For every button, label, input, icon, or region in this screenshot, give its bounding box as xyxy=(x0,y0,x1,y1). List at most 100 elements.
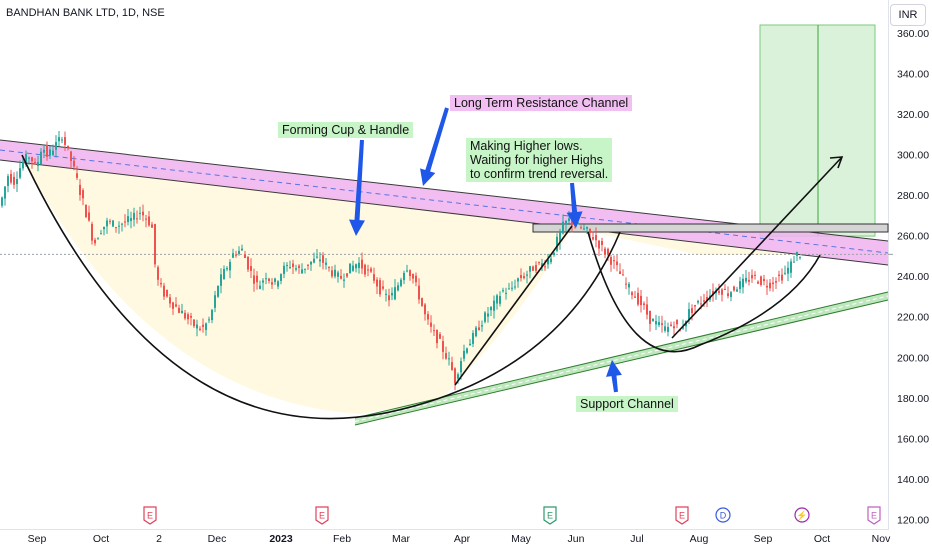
y-tick-label: 300.00 xyxy=(897,149,929,161)
candle-body xyxy=(115,227,117,229)
candle-body xyxy=(679,330,681,332)
candle-body xyxy=(502,290,504,292)
y-tick-label: 160.00 xyxy=(897,433,929,445)
candle xyxy=(76,166,78,180)
candle-body xyxy=(295,268,297,270)
candle-body xyxy=(226,268,228,270)
candle-body xyxy=(145,218,147,220)
candle-body xyxy=(475,327,477,337)
candle-body xyxy=(466,348,468,353)
candle-body xyxy=(736,289,738,292)
candle-body xyxy=(199,328,201,330)
candle xyxy=(109,218,111,225)
candle-body xyxy=(187,314,189,320)
candle-body xyxy=(496,295,498,304)
candle xyxy=(610,255,612,272)
candle-body xyxy=(730,292,732,297)
resistance-midline xyxy=(0,149,889,254)
candle xyxy=(145,214,147,228)
candle-body xyxy=(223,268,225,280)
candle-body xyxy=(796,251,798,256)
candle-body xyxy=(697,300,699,303)
candle xyxy=(556,233,558,253)
candle-body xyxy=(31,157,33,162)
candle xyxy=(334,264,336,279)
candle xyxy=(256,271,258,290)
candle xyxy=(316,249,318,259)
candle xyxy=(586,226,588,234)
candle xyxy=(559,228,561,250)
candle-body xyxy=(196,324,198,329)
candle-body xyxy=(58,137,60,142)
candle xyxy=(250,258,252,278)
candle-body xyxy=(595,235,597,241)
candle xyxy=(646,296,648,320)
candle xyxy=(763,274,765,286)
candle xyxy=(385,289,387,302)
candle xyxy=(211,308,213,324)
candle-body xyxy=(448,358,450,360)
event-marker-label: E xyxy=(147,511,153,521)
candle xyxy=(757,280,759,285)
cup-fill xyxy=(22,157,830,414)
candle-body xyxy=(571,220,573,226)
candle xyxy=(667,322,669,337)
candle xyxy=(82,188,84,206)
candle-body xyxy=(793,261,795,263)
candle xyxy=(535,261,537,274)
candle xyxy=(562,214,564,235)
candle-body xyxy=(238,250,240,254)
candle-body xyxy=(211,309,213,321)
candle-body xyxy=(622,274,624,276)
x-tick-label: Jun xyxy=(568,533,585,545)
y-tick-label: 240.00 xyxy=(897,271,929,283)
currency-selector[interactable]: INR xyxy=(890,4,926,26)
candle xyxy=(451,356,453,371)
candle-body xyxy=(553,252,555,256)
event-marker-earnings: E xyxy=(675,506,689,525)
candle-body xyxy=(562,221,564,234)
candle-body xyxy=(34,161,36,163)
candle xyxy=(337,270,339,283)
candle-body xyxy=(154,224,156,265)
candle-body xyxy=(160,283,162,285)
handle-curve xyxy=(587,231,821,353)
candle xyxy=(490,306,492,317)
candle xyxy=(46,141,48,161)
candle-body xyxy=(280,274,282,281)
candle-body xyxy=(247,256,249,270)
candle xyxy=(373,267,375,284)
candle xyxy=(739,276,741,294)
rise-line-1 xyxy=(454,225,573,386)
candle-body xyxy=(712,290,714,296)
candle xyxy=(427,311,429,325)
candle-body xyxy=(334,269,336,277)
chart-title[interactable]: BANDHAN BANK LTD, 1D, NSE xyxy=(6,7,165,19)
candle-body xyxy=(340,275,342,279)
candle-body xyxy=(190,315,192,318)
candle-body xyxy=(589,228,591,234)
candle xyxy=(124,214,126,228)
candle-body xyxy=(754,274,756,276)
candle-body xyxy=(127,216,129,222)
candle xyxy=(712,283,714,302)
candle xyxy=(154,223,156,268)
candle xyxy=(121,222,123,232)
candle xyxy=(388,288,390,307)
candle xyxy=(625,277,627,290)
cup-handle-label: Forming Cup & Handle xyxy=(278,122,414,138)
candle xyxy=(775,277,777,289)
candle-body xyxy=(319,259,321,262)
candle-body xyxy=(544,266,546,268)
candle xyxy=(118,221,120,234)
event-marker-label: E xyxy=(871,511,877,521)
candle xyxy=(193,318,195,328)
candle xyxy=(781,268,783,284)
candle-body xyxy=(481,325,483,327)
candle-body xyxy=(439,334,441,339)
candle-body xyxy=(343,279,345,281)
x-tick-label: Oct xyxy=(93,533,109,545)
candle xyxy=(424,302,426,321)
candle-body xyxy=(601,241,603,245)
